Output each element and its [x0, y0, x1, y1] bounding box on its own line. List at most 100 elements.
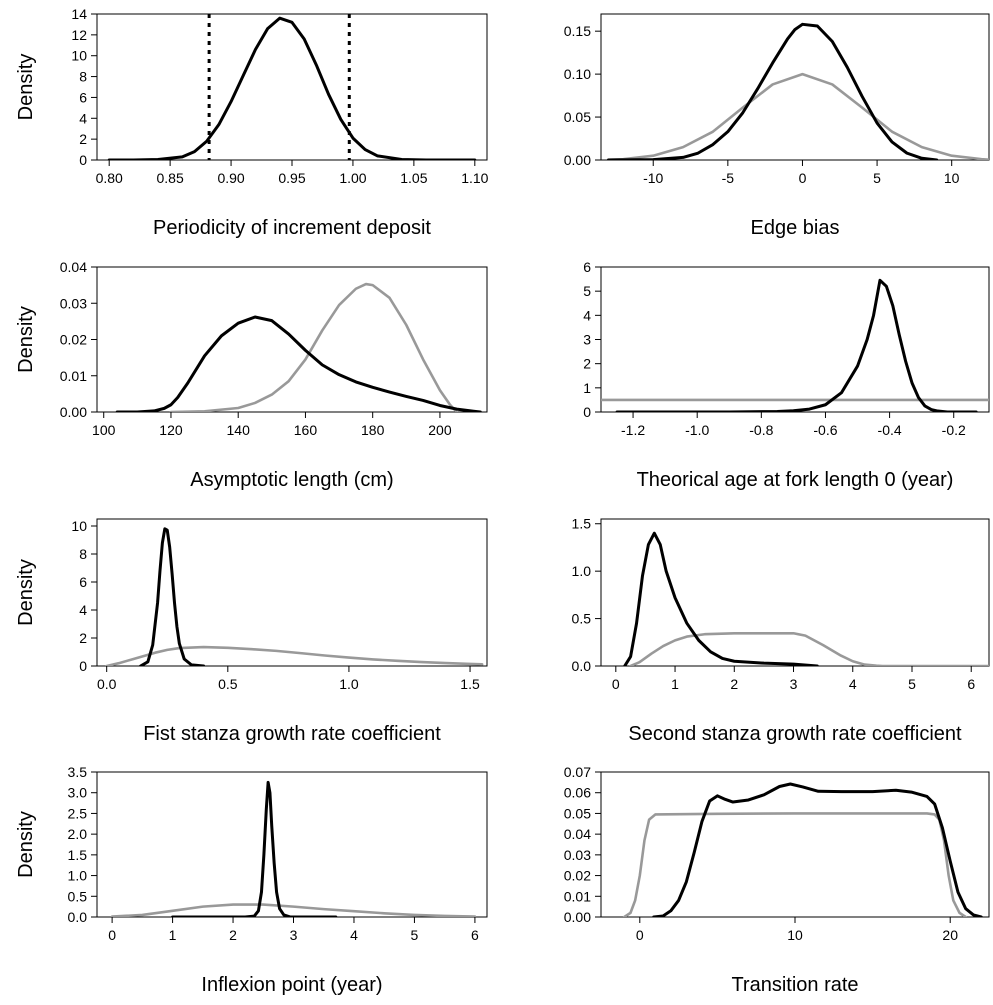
y-tick-label: 0.00: [564, 152, 591, 168]
y-tick-label: 0.06: [564, 785, 591, 801]
y-tick-label: 0.04: [60, 259, 87, 275]
y-tick-label: 3.5: [68, 764, 88, 780]
x-tick-label: 1: [169, 927, 177, 943]
series-line-posterior: [107, 16, 477, 160]
y-tick-label: 0.03: [60, 295, 87, 311]
chart-panel-5: 0 2 4 6 8 10 0.0 0.5 1.0 1.5 Fist stanza growth ra…: [15, 518, 488, 745]
y-tick-label: 2.5: [68, 805, 88, 821]
x-tick-label: -0.8: [749, 422, 773, 438]
x-tick-label: 0.5: [218, 676, 238, 692]
x-tick-label: 4: [849, 676, 857, 692]
x-tick-label: 2: [730, 676, 738, 692]
y-tick-label: 4: [79, 602, 87, 618]
y-tick-label: 14: [71, 6, 87, 22]
y-tick-label: 10: [71, 518, 87, 534]
x-axis-label: Fist stanza growth rate coefficient: [143, 723, 441, 745]
y-tick-label: 1.5: [68, 847, 88, 863]
series-line-posterior: [115, 315, 482, 412]
y-tick-label: 0.05: [564, 109, 591, 125]
x-axis-label: Edge bias: [751, 217, 840, 239]
x-tick-label: 1.0: [339, 676, 359, 692]
chart-panel-4: 0 1 2 3 4 5 6 -1.2 -1.0 -0.8 -0.6 -0.4 -0.2 Theorical…: [583, 259, 990, 491]
y-axis-label: Density: [15, 306, 37, 373]
x-axis-label: Asymptotic length (cm): [190, 469, 393, 491]
y-tick-label: 5: [583, 283, 591, 299]
x-tick-label: 1.5: [460, 676, 480, 692]
x-tick-label: 10: [944, 170, 960, 186]
x-tick-label: 3: [290, 927, 298, 943]
plot-frame: [96, 771, 488, 918]
y-tick-label: 2: [79, 630, 87, 646]
y-tick-label: 6: [79, 574, 87, 590]
x-tick-label: 5: [908, 676, 916, 692]
y-tick-label: 1.5: [572, 516, 592, 532]
y-tick-label: 0: [79, 152, 87, 168]
y-tick-label: 8: [79, 69, 87, 85]
x-tick-label: 1.05: [400, 170, 427, 186]
x-axis-label: Inflexion point (year): [201, 974, 382, 996]
y-axis-label: Density: [15, 811, 37, 878]
series-line-posterior: [171, 780, 338, 917]
series-line-prior: [105, 645, 484, 666]
y-tick-label: 0.5: [68, 888, 88, 904]
y-tick-label: 0.02: [564, 868, 591, 884]
y-axis-label: Density: [15, 559, 37, 626]
y-tick-label: 0.01: [564, 888, 591, 904]
x-tick-label: 100: [92, 422, 116, 438]
y-tick-label: 6: [79, 89, 87, 105]
series-line-posterior: [652, 782, 983, 917]
x-tick-label: 3: [790, 676, 798, 692]
y-tick-label: 0.0: [68, 909, 88, 925]
x-tick-label: 4: [350, 927, 358, 943]
y-tick-label: 0: [583, 404, 591, 420]
plot-frame: [600, 13, 990, 161]
y-tick-label: 0.0: [572, 658, 592, 674]
plot-frame: [96, 13, 488, 161]
y-tick-label: 0.03: [564, 847, 591, 863]
x-axis-label: Transition rate: [731, 974, 858, 996]
y-tick-label: 0.07: [564, 764, 591, 780]
x-axis-label: Periodicity of increment deposit: [153, 217, 431, 239]
x-tick-label: -10: [643, 170, 663, 186]
y-tick-label: 2.0: [68, 826, 88, 842]
y-tick-label: 1.0: [68, 868, 88, 884]
y-tick-label: 0.5: [572, 611, 592, 627]
x-tick-label: 0.95: [278, 170, 305, 186]
series-line-posterior: [606, 22, 939, 160]
x-tick-label: 5: [411, 927, 419, 943]
x-tick-label: 0: [636, 927, 644, 943]
x-tick-label: -5: [722, 170, 735, 186]
y-tick-label: 0.10: [564, 66, 591, 82]
y-tick-label: 2: [583, 356, 591, 372]
x-tick-label: 6: [471, 927, 479, 943]
series-line-prior: [622, 812, 968, 917]
x-tick-label: 2: [229, 927, 237, 943]
x-tick-label: 6: [967, 676, 975, 692]
x-axis-label: Theorical age at fork length 0 (year): [637, 469, 954, 491]
x-tick-label: -1.0: [685, 422, 709, 438]
y-tick-label: 12: [71, 27, 87, 43]
plot-frame: [96, 266, 488, 413]
series-line-posterior: [615, 278, 978, 412]
y-tick-label: 10: [71, 48, 87, 64]
x-tick-label: 0.90: [217, 170, 244, 186]
y-tick-label: 3: [583, 332, 591, 348]
x-tick-label: -0.2: [942, 422, 966, 438]
x-tick-label: 160: [294, 422, 318, 438]
plot-frame: [96, 518, 488, 667]
y-tick-label: 1: [583, 380, 591, 396]
chart-panel-6: 0.0 0.5 1.0 1.5 0 1 2 3 4 5 6 Second stanza growth …: [572, 516, 990, 745]
x-tick-label: 10: [787, 927, 803, 943]
plot-frame: [600, 266, 990, 413]
x-tick-label: 1.10: [461, 170, 488, 186]
chart-panel-7: 0.0 0.5 1.0 1.5 2.0 2.5 3.0 3.5 0 1 2 3 4 5 6 Inflexion…: [15, 764, 488, 996]
series-line-prior: [110, 903, 477, 917]
x-tick-label: 0: [799, 170, 807, 186]
y-tick-label: 1.0: [572, 563, 592, 579]
series-line-prior: [169, 282, 459, 412]
x-tick-label: 0.85: [157, 170, 184, 186]
chart-panel-2: 0.00 0.05 0.10 0.15 -10 -5 0 5 10 Edge bias: [564, 13, 990, 239]
chart-panel-3: 0.00 0.01 0.02 0.03 0.04 100 120 140 160 180 200 As…: [15, 259, 488, 491]
y-tick-label: 4: [583, 307, 591, 323]
